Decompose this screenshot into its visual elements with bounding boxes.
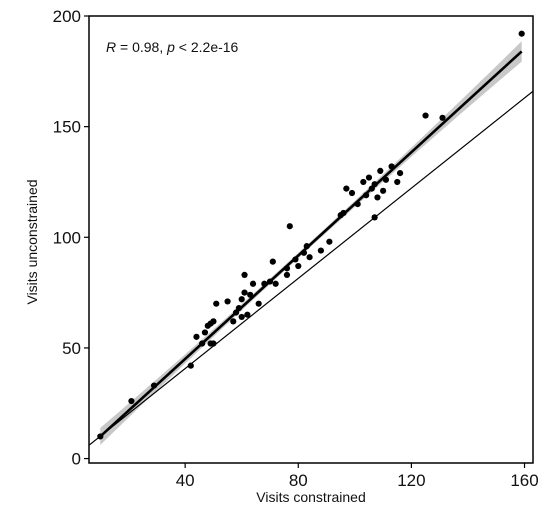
data-point [213, 300, 220, 307]
data-point [224, 298, 231, 305]
x-tick-label: 80 [289, 471, 308, 490]
data-point [230, 318, 237, 325]
data-point [317, 247, 324, 254]
data-point [286, 223, 293, 230]
data-point [266, 278, 274, 285]
data-point [360, 178, 367, 186]
points-layer [97, 30, 525, 440]
data-point [374, 194, 381, 201]
data-point [343, 185, 350, 192]
data-point [439, 114, 446, 121]
data-point [238, 313, 245, 321]
data-point [210, 318, 217, 325]
r-label: R [106, 39, 116, 55]
data-point [371, 181, 378, 188]
data-point [292, 256, 299, 263]
data-point [340, 209, 347, 217]
data-point [238, 296, 245, 303]
data-point [201, 329, 209, 336]
data-point [249, 280, 257, 287]
data-point [241, 271, 248, 279]
data-point [382, 176, 390, 183]
data-point [371, 214, 378, 221]
ticks-layer: 40 80 120 160 0 50 100 150 200 [53, 7, 539, 490]
lines-layer [89, 50, 533, 446]
data-point [377, 167, 384, 175]
data-point [255, 300, 262, 307]
y-axis-title: Visits unconstrained [24, 179, 40, 304]
plot-frame [88, 15, 534, 464]
p-text: < 2.2e-16 [175, 39, 239, 55]
data-point [235, 304, 242, 312]
data-point [368, 185, 375, 192]
y-tick-label: 150 [53, 118, 81, 137]
data-point [269, 258, 276, 265]
x-tick-label: 160 [510, 471, 538, 490]
correlation-annotation: R = 0.98, p < 2.2e-16 [106, 39, 239, 55]
data-point [272, 280, 279, 287]
data-point [295, 262, 302, 270]
data-point [232, 309, 240, 316]
data-point [303, 243, 310, 250]
x-tick-label: 120 [397, 471, 425, 490]
data-point [199, 340, 206, 347]
data-point [380, 187, 387, 194]
y-tick-label: 0 [72, 450, 81, 469]
data-point [422, 112, 429, 119]
data-point [128, 397, 135, 405]
data-point [150, 382, 158, 389]
data-point [261, 280, 268, 287]
data-point [354, 200, 361, 208]
data-point [326, 238, 333, 245]
data-point [283, 265, 291, 272]
x-axis-title: Visits constrained [256, 489, 365, 505]
data-point [187, 362, 194, 369]
data-point [306, 254, 313, 261]
data-point [247, 291, 254, 298]
data-point [193, 333, 200, 340]
r-text: = 0.98, [116, 39, 167, 55]
data-point [244, 311, 251, 318]
data-point [97, 433, 104, 440]
data-point [210, 340, 217, 347]
y-tick-label: 200 [53, 7, 81, 26]
data-point [348, 189, 356, 197]
data-point [241, 289, 248, 296]
regression-line [99, 50, 523, 438]
data-point [365, 174, 373, 181]
data-point [396, 170, 404, 177]
identity-line [89, 90, 533, 446]
data-point [300, 249, 308, 256]
data-point [518, 30, 525, 37]
x-tick-label: 40 [176, 471, 195, 490]
y-tick-label: 100 [53, 228, 81, 247]
y-tick-label: 50 [62, 339, 81, 358]
data-point [283, 271, 291, 279]
data-point [388, 163, 395, 170]
data-point [363, 192, 370, 199]
p-label: p [166, 39, 175, 55]
data-point [394, 178, 401, 186]
